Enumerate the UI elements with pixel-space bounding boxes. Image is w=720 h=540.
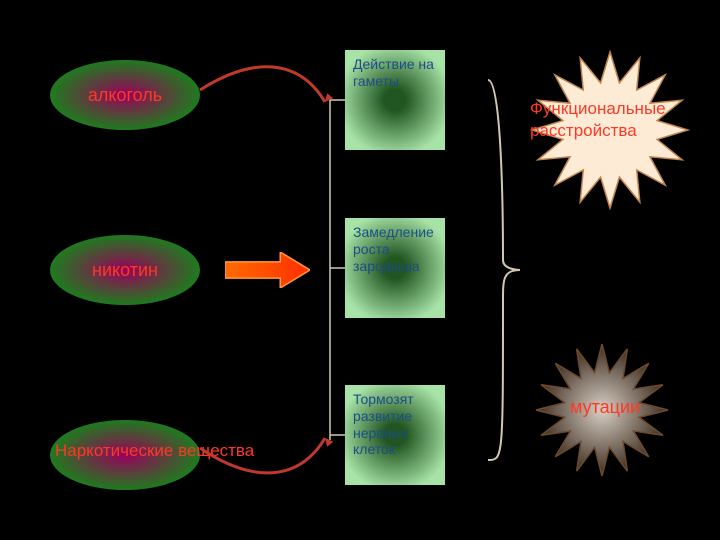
ellipse-nicotine-label: никотин — [92, 260, 158, 281]
label-functional: Функциональныерасстройства — [530, 98, 666, 142]
narcotics-caption: Наркотические вещества — [55, 440, 254, 461]
box-gametes-label: Действие на гаметы — [353, 56, 437, 90]
ellipse-nicotine: никотин — [50, 235, 200, 305]
box-growth: Замедление роста зародыша — [345, 218, 445, 318]
ellipse-alcohol-label: алкоголь — [88, 85, 162, 106]
block-arrow-icon — [225, 252, 310, 288]
diagram-stage: { "canvas": { "w": 720, "h": 540, "bg": … — [0, 0, 720, 540]
box-nerves: Тормозят развитие нервных клеток — [345, 385, 445, 485]
box-growth-label: Замедление роста зародыша — [353, 224, 437, 274]
box-gametes: Действие на гаметы — [345, 50, 445, 150]
ellipse-alcohol: алкоголь — [50, 60, 200, 130]
label-mutations: мутации — [570, 396, 640, 419]
box-nerves-label: Тормозят развитие нервных клеток — [353, 391, 437, 458]
